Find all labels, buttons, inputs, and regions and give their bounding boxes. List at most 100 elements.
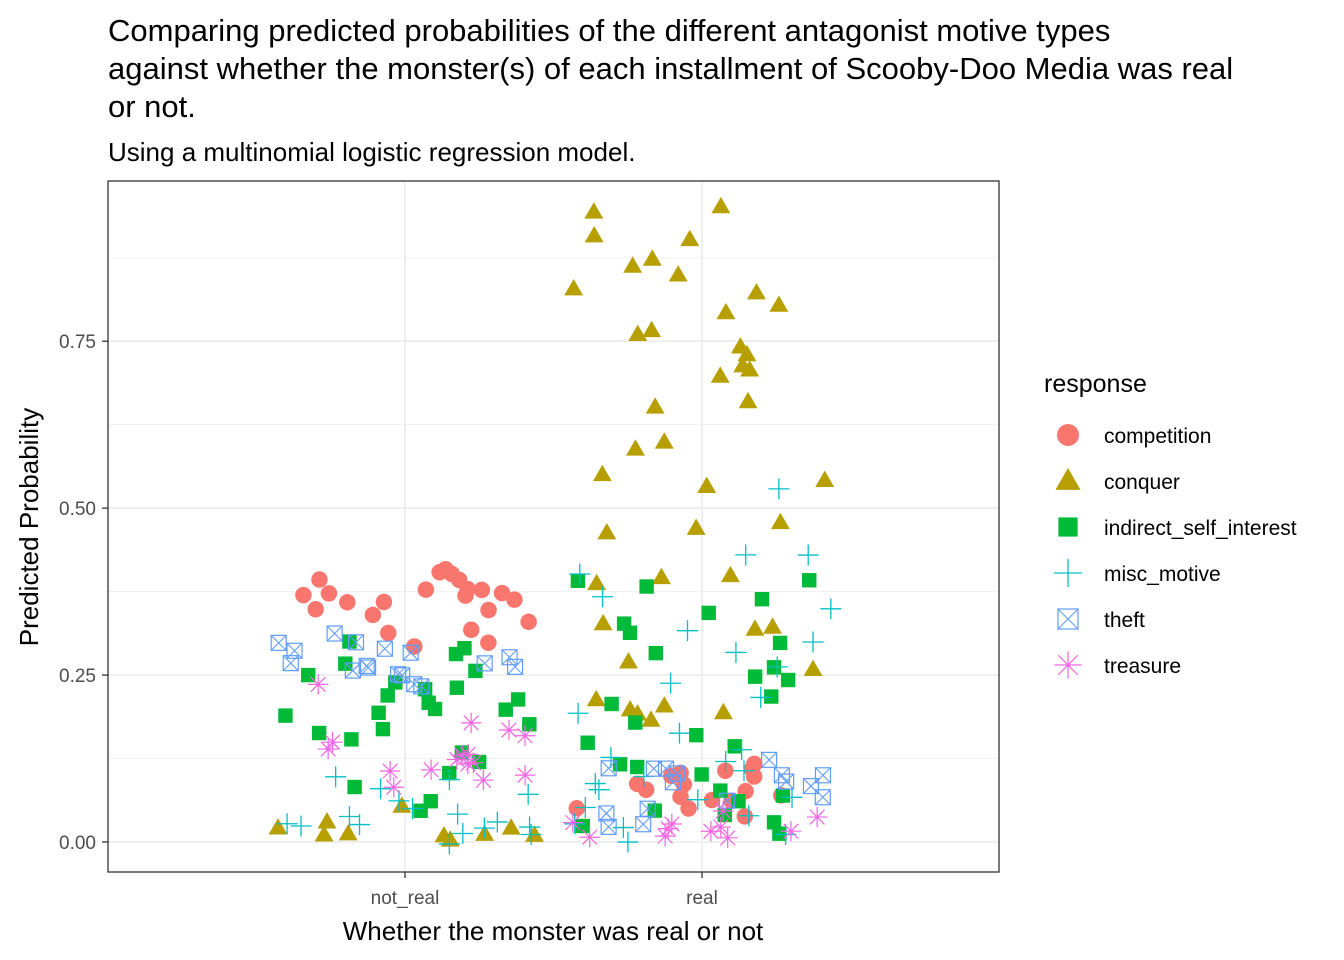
legend-label: competition — [1104, 425, 1211, 448]
data-point-competition — [307, 601, 324, 618]
data-point-treasure — [307, 674, 329, 695]
legend-key-theft — [1057, 608, 1079, 630]
data-point-conquer — [586, 689, 606, 707]
data-points — [268, 196, 842, 855]
legend-label: treasure — [1104, 655, 1181, 678]
data-point-misc_motive — [349, 814, 371, 836]
data-point-misc_motive — [676, 620, 698, 642]
legend-item-conquer: conquer — [1055, 467, 1180, 494]
legend-key-misc_motive — [1054, 559, 1082, 587]
data-point-indirect_self_interest — [630, 759, 645, 775]
data-point-conquer — [628, 324, 648, 342]
data-point-treasure — [498, 719, 520, 741]
legend-item-theft: theft — [1057, 608, 1145, 632]
data-point-theft — [761, 751, 778, 768]
data-point-conquer — [642, 249, 662, 266]
data-point-treasure — [780, 820, 802, 842]
data-point-conquer — [338, 823, 358, 841]
data-point-competition — [417, 581, 435, 598]
data-point-misc_motive — [290, 815, 312, 837]
data-point-misc_motive — [567, 702, 589, 724]
data-point-treasure — [463, 752, 484, 774]
data-point-treasure — [806, 806, 828, 828]
data-point-conquer — [654, 696, 674, 713]
data-point-misc_motive — [725, 641, 747, 663]
data-point-treasure — [579, 827, 600, 848]
data-point-conquer — [680, 229, 700, 247]
data-point-theft — [600, 760, 617, 777]
data-point-indirect_self_interest — [701, 605, 716, 621]
data-point-treasure — [457, 753, 479, 775]
data-point-competition — [568, 800, 586, 817]
y-tick-label: 0.50 — [59, 499, 96, 520]
data-point-indirect_self_interest — [311, 725, 327, 741]
data-point-indirect_self_interest — [775, 788, 791, 803]
data-point-misc_motive — [617, 831, 639, 853]
data-point-misc_motive — [452, 823, 474, 845]
grid-major — [108, 181, 999, 872]
data-point-theft — [476, 655, 493, 672]
data-point-competition — [311, 571, 328, 588]
data-point-treasure — [317, 738, 339, 760]
data-point-misc_motive — [768, 478, 790, 500]
data-point-indirect_self_interest — [510, 692, 526, 707]
data-point-conquer — [597, 523, 617, 540]
legend-label: indirect_self_interest — [1104, 517, 1297, 540]
data-point-indirect_self_interest — [580, 735, 595, 750]
data-point-indirect_self_interest — [764, 689, 779, 704]
data-point-competition — [480, 601, 497, 619]
data-point-indirect_self_interest — [468, 663, 483, 679]
x-tick-label: not_real — [371, 888, 440, 909]
data-point-indirect_self_interest — [802, 573, 817, 588]
data-point-misc_motive — [735, 544, 757, 566]
data-point-misc_motive — [486, 811, 508, 833]
data-point-theft — [635, 816, 652, 833]
data-point-conquer — [740, 360, 760, 377]
data-point-conquer — [747, 282, 766, 300]
data-point-misc_motive — [738, 805, 760, 827]
chart-title: Comparing predicted probabilities of the… — [108, 13, 1234, 124]
data-point-treasure — [383, 777, 404, 798]
data-point-conquer — [641, 710, 661, 727]
data-point-theft — [376, 640, 393, 657]
data-point-conquer — [745, 619, 765, 636]
data-point-conquer — [716, 302, 736, 320]
data-point-indirect_self_interest — [570, 573, 586, 588]
data-point-indirect_self_interest — [772, 826, 787, 841]
data-point-misc_motive — [687, 789, 709, 811]
data-point-indirect_self_interest — [413, 803, 428, 818]
data-point-theft — [718, 792, 736, 809]
data-point-misc_motive — [574, 796, 596, 818]
data-point-conquer — [317, 812, 337, 829]
data-point-theft — [668, 765, 685, 782]
data-point-indirect_self_interest — [498, 702, 513, 717]
data-point-misc_motive — [715, 750, 737, 772]
data-point-conquer — [668, 265, 688, 282]
legend-item-indirect_self_interest: indirect_self_interest — [1058, 517, 1297, 540]
data-point-theft — [501, 649, 518, 666]
data-point-conquer — [619, 652, 638, 669]
legend-item-misc_motive: misc_motive — [1054, 559, 1221, 587]
data-point-misc_motive — [517, 783, 539, 805]
data-point-conquer — [268, 818, 288, 835]
data-point-conquer — [711, 196, 731, 214]
data-point-indirect_self_interest — [427, 701, 443, 717]
plot-panel-border — [107, 180, 1000, 873]
data-point-misc_motive — [447, 803, 469, 825]
data-point-indirect_self_interest — [380, 688, 395, 703]
data-point-competition — [320, 585, 338, 602]
data-point-conquer — [645, 397, 665, 414]
legend-label: theft — [1104, 609, 1145, 632]
data-point-indirect_self_interest — [731, 794, 746, 809]
data-point-misc_motive — [802, 631, 824, 653]
data-point-misc_motive — [325, 766, 347, 788]
data-point-indirect_self_interest — [780, 672, 796, 688]
data-point-indirect_self_interest — [347, 779, 362, 795]
data-point-misc_motive — [766, 656, 788, 678]
data-point-competition — [520, 613, 537, 631]
data-point-misc_motive — [600, 746, 622, 768]
data-point-competition — [364, 606, 382, 624]
data-point-indirect_self_interest — [772, 635, 788, 651]
data-point-theft — [389, 666, 407, 683]
data-point-conquer — [654, 432, 674, 449]
